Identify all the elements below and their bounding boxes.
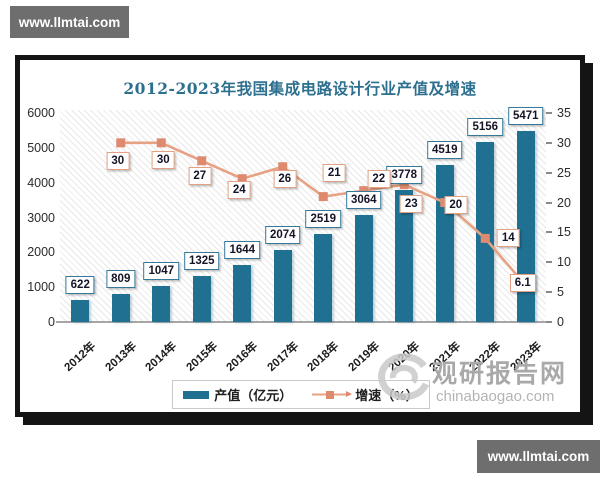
legend: 产值（亿元） 增速（%） bbox=[172, 380, 430, 409]
bar bbox=[152, 285, 171, 322]
bar bbox=[111, 293, 130, 322]
y-tick-label-right: 10 bbox=[557, 255, 571, 270]
line-marker bbox=[399, 180, 409, 190]
line-marker bbox=[197, 156, 207, 166]
y-axis-left: 0 1000 2000 3000 4000 5000 6000 bbox=[20, 60, 580, 412]
bar-value-label: 1644 bbox=[224, 240, 261, 259]
y-tick-label-right: 0 bbox=[557, 315, 564, 329]
line-value-label: 26 bbox=[273, 169, 297, 188]
y-tick-label-right: 35 bbox=[557, 106, 571, 120]
line-value-label: 27 bbox=[188, 166, 212, 185]
y-tick-mark-right bbox=[546, 201, 552, 204]
y-tick-label-right: 15 bbox=[557, 225, 571, 240]
bar bbox=[395, 190, 414, 322]
bar bbox=[354, 215, 373, 322]
bar bbox=[71, 300, 90, 322]
bar bbox=[192, 275, 211, 322]
line-marker bbox=[278, 162, 288, 172]
legend-item-output: 产值（亿元） bbox=[183, 385, 292, 404]
y-tick-label-right: 30 bbox=[557, 135, 571, 150]
y-tick-label-left: 5000 bbox=[27, 140, 55, 155]
bar-value-label: 5471 bbox=[507, 107, 544, 126]
line-marker bbox=[116, 138, 126, 148]
y-tick-label-left: 2000 bbox=[27, 245, 55, 260]
bar-value-label: 3064 bbox=[345, 191, 382, 210]
bar-value-label: 809 bbox=[106, 269, 136, 288]
y-axis-right: 0 5 10 15 20 25 30 35 bbox=[20, 60, 580, 412]
bar-value-label: 1047 bbox=[143, 261, 180, 280]
plot-area bbox=[60, 110, 546, 322]
y-tick-label-left: 3000 bbox=[27, 210, 55, 225]
bar bbox=[273, 249, 292, 322]
line-swatch-icon bbox=[312, 390, 353, 399]
line-value-label: 21 bbox=[322, 163, 346, 182]
y-tick-label-right: 5 bbox=[557, 285, 564, 300]
bar-swatch-icon bbox=[183, 390, 210, 399]
line-marker bbox=[156, 138, 166, 148]
line-value-label: 30 bbox=[106, 151, 130, 170]
bar bbox=[314, 234, 333, 322]
chart-title: 2012-2023年我国集成电路设计行业产值及增速 bbox=[123, 79, 477, 98]
line-value-label: 24 bbox=[227, 180, 251, 199]
y-tick-mark-right bbox=[546, 321, 552, 323]
chart-frame: 2012-2023年我国集成电路设计行业产值及增速 0 1000 2000 3000 4… bbox=[15, 55, 585, 417]
bar bbox=[233, 264, 252, 322]
bar-value-label: 4519 bbox=[426, 140, 463, 159]
line-marker bbox=[480, 233, 490, 243]
bar-series bbox=[20, 60, 580, 412]
bar-value-label: 622 bbox=[65, 276, 95, 295]
line-value-label: 23 bbox=[399, 194, 423, 213]
line-value-labels: 30 30 27 24 26 21 22 23 20 14 6.1 bbox=[20, 60, 580, 412]
bar-value-label: 3778 bbox=[386, 166, 423, 185]
y-tick-mark-right bbox=[546, 261, 552, 264]
line-value-label: 30 bbox=[151, 150, 175, 169]
bar-value-label: 5156 bbox=[467, 118, 504, 137]
bar-value-label: 2519 bbox=[305, 210, 342, 229]
y-tick-mark-right bbox=[546, 231, 552, 234]
y-tick-mark-right bbox=[546, 112, 552, 114]
bar-value-label: 1325 bbox=[183, 251, 220, 270]
line-value-label: 20 bbox=[444, 195, 468, 214]
line-value-label: 14 bbox=[496, 229, 520, 248]
y-tick-label-left: 6000 bbox=[27, 106, 55, 120]
bar-value-label: 2074 bbox=[264, 225, 301, 244]
line-marker bbox=[318, 192, 328, 202]
y-tick-mark-right bbox=[546, 291, 552, 294]
legend-label-output: 产值（亿元） bbox=[214, 388, 293, 403]
y-tick-mark-right bbox=[546, 141, 552, 144]
y-tick-mark-right bbox=[546, 171, 552, 174]
x-axis-line bbox=[56, 321, 550, 323]
website-badge-bottom: www.llmtai.com bbox=[477, 440, 600, 473]
y-tick-label-right: 20 bbox=[557, 195, 571, 210]
legend-item-growth: 增速（%） bbox=[312, 385, 419, 404]
y-tick-label-right: 25 bbox=[557, 165, 571, 180]
line-value-label: 6.1 bbox=[509, 273, 536, 292]
y-tick-label-left: 0 bbox=[48, 315, 55, 329]
legend-label-growth: 增速（%） bbox=[355, 388, 419, 403]
bar-value-labels: 622 809 1047 1325 1644 2074 2519 3064 3778 4519 51… bbox=[20, 60, 580, 412]
line-marker bbox=[237, 174, 247, 184]
y-tick-label-left: 1000 bbox=[27, 280, 55, 295]
y-tick-label-left: 4000 bbox=[27, 175, 55, 190]
line-value-label: 22 bbox=[367, 169, 391, 188]
bar bbox=[476, 142, 495, 322]
line-marker bbox=[359, 186, 369, 196]
website-badge-top: www.llmtai.com bbox=[10, 6, 129, 38]
